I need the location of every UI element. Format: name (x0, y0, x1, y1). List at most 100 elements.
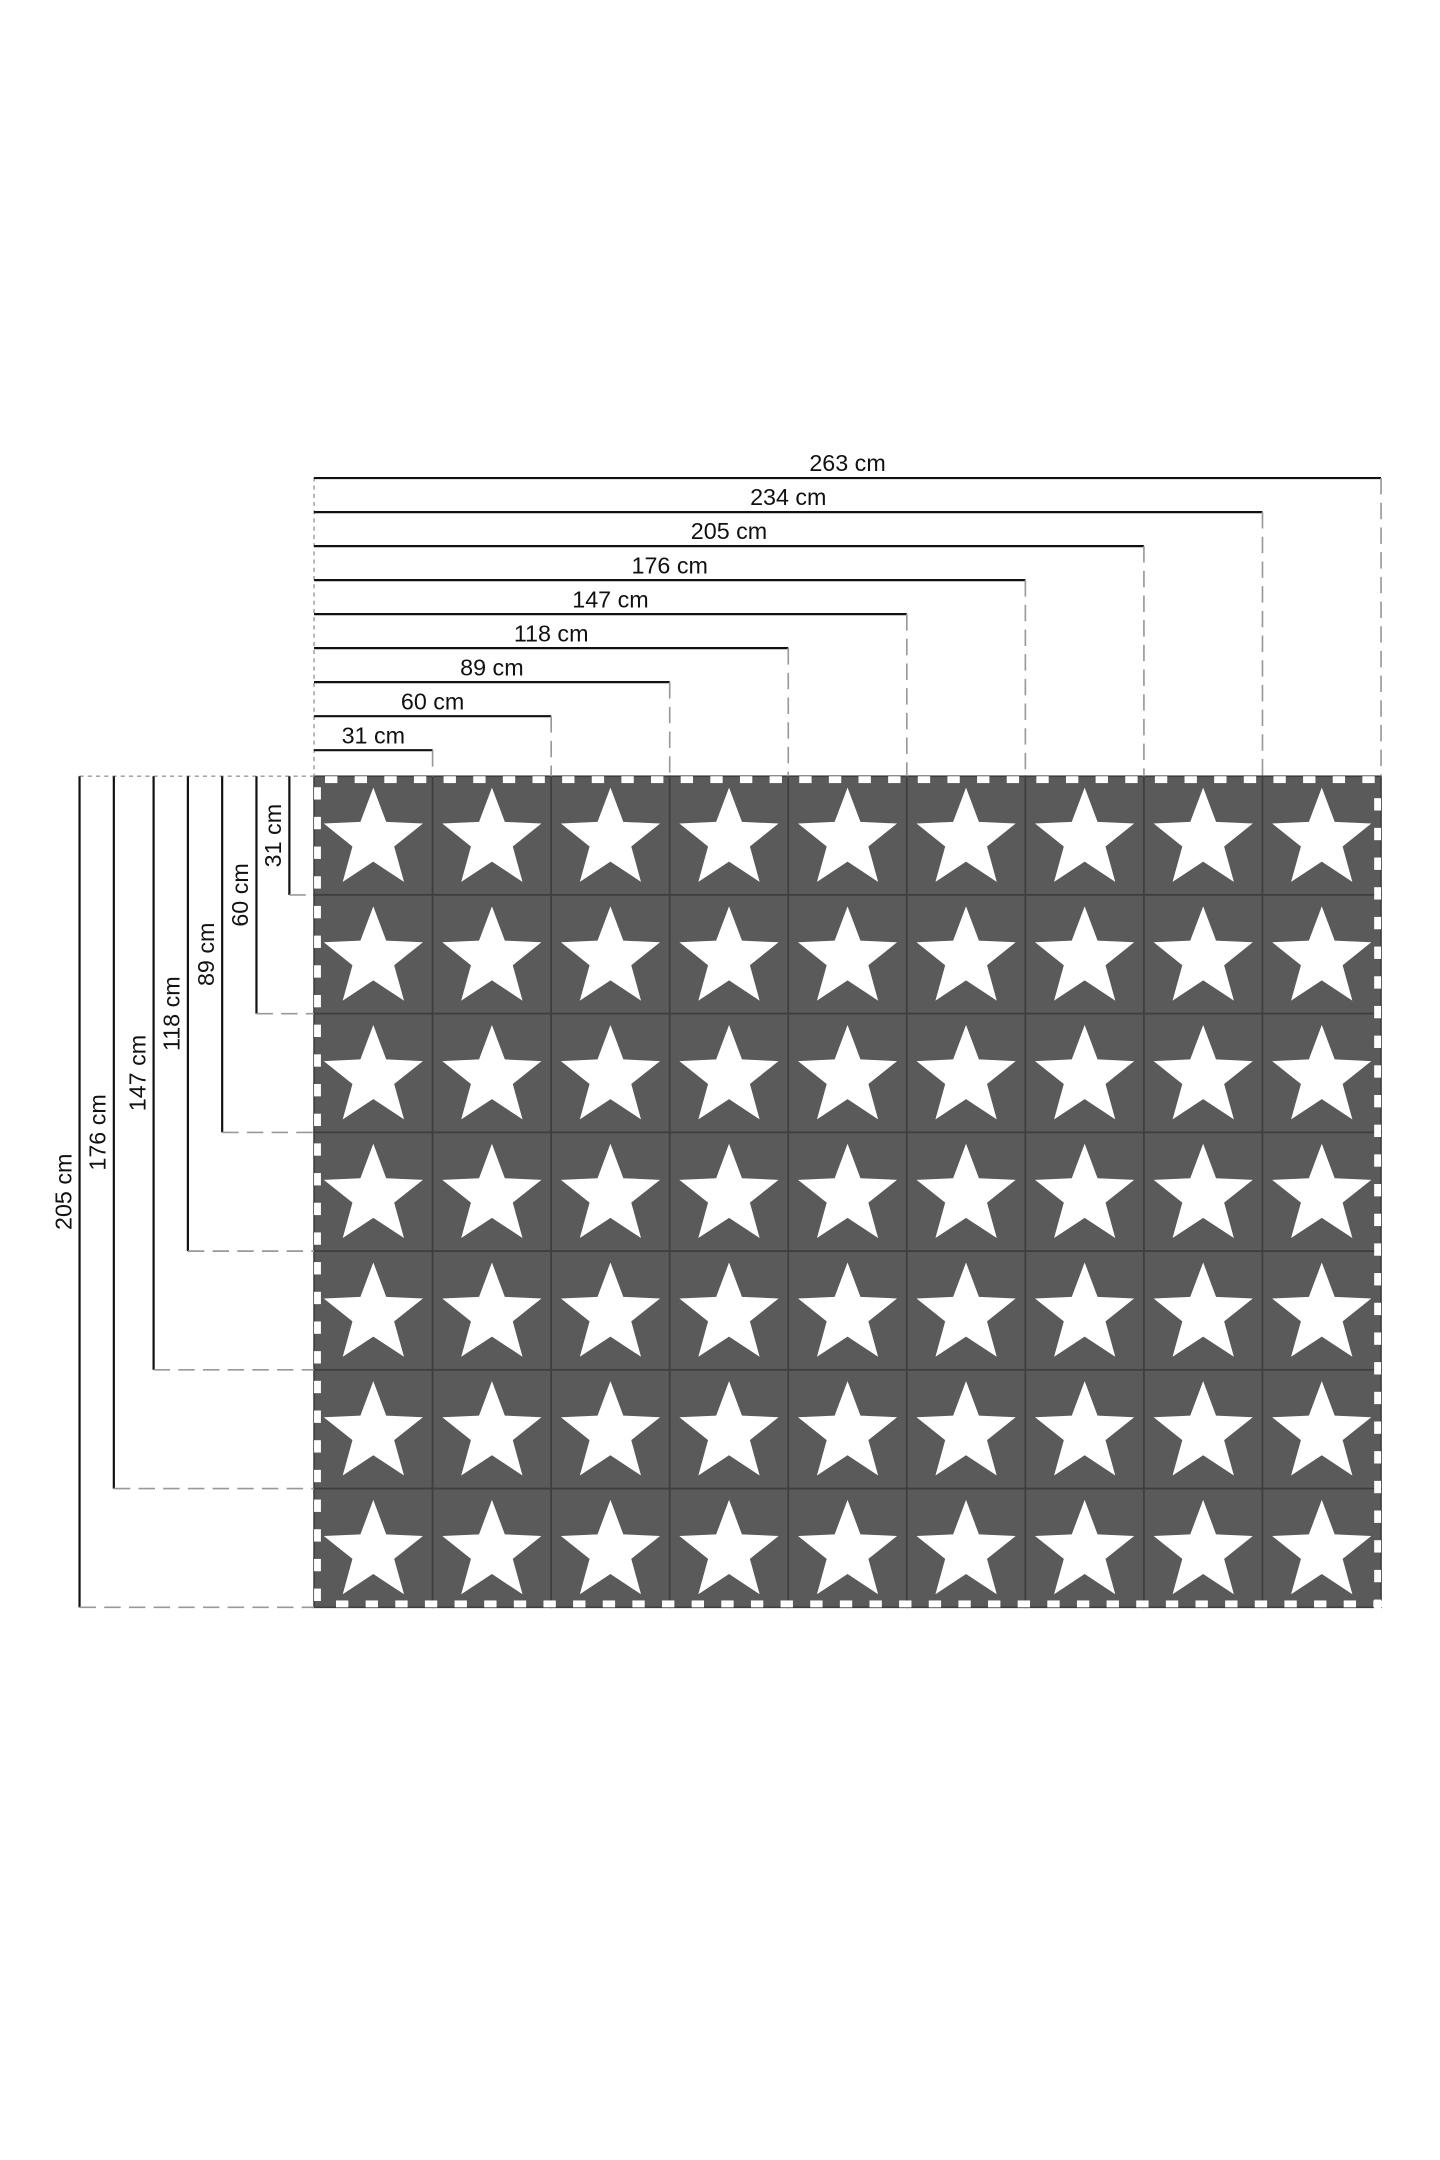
star-icon (1035, 1025, 1135, 1120)
edge-notch (810, 1600, 823, 1608)
width-dimension: 31 cm (314, 722, 434, 777)
edge-notch (1047, 1600, 1060, 1608)
edge-notch (1095, 776, 1108, 784)
dimension-label: 60 cm (401, 688, 464, 714)
edge-notch (1374, 1362, 1382, 1375)
edge-notch (314, 1380, 321, 1394)
edge-notch (1362, 776, 1375, 784)
dimension-label: 234 cm (750, 484, 826, 510)
edge-notch (314, 1202, 321, 1216)
edge-notch (1374, 1391, 1382, 1405)
edge-notch (780, 1600, 793, 1608)
mat-tile (1261, 1012, 1382, 1134)
edge-notch (1332, 776, 1346, 784)
mat-tile (905, 1250, 1027, 1371)
edge-notch (1184, 776, 1197, 784)
mat-tile (668, 1012, 790, 1134)
edge-notch (573, 1600, 586, 1608)
mat-tile (550, 1369, 671, 1490)
edge-notch (314, 816, 321, 830)
edge-notch (1374, 1480, 1382, 1494)
star-icon (916, 906, 1016, 1001)
mat-tile (1261, 1131, 1382, 1252)
edge-notch (1225, 1600, 1238, 1608)
star-icon (798, 1262, 898, 1357)
star-icon (442, 906, 542, 1001)
mat-tile (668, 894, 790, 1015)
star-icon (679, 787, 779, 882)
star-icon (323, 1381, 423, 1476)
edge-notch (354, 776, 368, 784)
star-icon (442, 1381, 542, 1476)
edge-notch (1106, 1600, 1119, 1608)
width-dimension: 263 cm (314, 450, 1382, 777)
mat-tile (1261, 894, 1382, 1015)
mat-tile (905, 775, 1027, 896)
mat-tile (787, 1131, 908, 1252)
height-dimension: 60 cm (227, 776, 315, 1015)
edge-notch (1374, 1599, 1382, 1612)
star-icon (323, 1143, 423, 1238)
edge-notch (314, 1024, 321, 1037)
edge-notch (1374, 1451, 1382, 1464)
edge-notch (1374, 1332, 1382, 1345)
star-icon (1272, 1025, 1372, 1120)
star-icon (916, 787, 1016, 882)
edge-notch (1374, 1273, 1382, 1286)
height-dimension: 89 cm (193, 776, 315, 1134)
edge-notch (314, 1291, 321, 1305)
star-icon (1153, 1143, 1253, 1238)
mat-tile (905, 1012, 1027, 1134)
star-icon (798, 1025, 898, 1120)
edge-notch (314, 1143, 321, 1156)
edge-notch (869, 1600, 882, 1608)
edge-notch (632, 1600, 645, 1608)
star-icon (1272, 787, 1372, 882)
mat-tile (1024, 894, 1145, 1015)
star-icon (442, 1143, 542, 1238)
edge-notch (1036, 776, 1049, 784)
mat-tile (1143, 894, 1264, 1015)
star-icon (442, 1025, 542, 1120)
edge-notch (1136, 1600, 1149, 1608)
height-dimension: 176 cm (85, 776, 315, 1490)
edge-notch (602, 1600, 616, 1608)
edge-notch (314, 1351, 321, 1364)
edge-notch (888, 776, 901, 784)
edge-notch (1374, 976, 1382, 989)
edge-notch (799, 776, 812, 784)
star-icon (1153, 1381, 1253, 1476)
mat-tile (1024, 1369, 1145, 1490)
edge-notch (1374, 1213, 1382, 1227)
star-icon (560, 1143, 661, 1238)
dimension-label: 31 cm (342, 722, 405, 748)
mat-tile (550, 894, 671, 1015)
dimension-label: 118 cm (514, 620, 589, 646)
star-icon (798, 787, 898, 882)
mat-tile (1261, 1487, 1382, 1609)
edge-notch (1243, 776, 1257, 784)
edge-notch (1374, 1124, 1382, 1138)
edge-notch (454, 1600, 467, 1608)
mat-tile (1024, 1131, 1145, 1252)
edge-notch (314, 1499, 321, 1512)
star-icon (916, 1381, 1016, 1476)
edge-notch (395, 1600, 408, 1608)
edge-notch (1374, 1005, 1382, 1019)
dimension-label: 176 cm (85, 1094, 111, 1170)
mat-tile (313, 775, 434, 896)
mat-tile (313, 894, 434, 1015)
mat-tile (1261, 775, 1382, 896)
dimension-label: 176 cm (632, 552, 708, 578)
mat-tile (431, 1487, 552, 1609)
edge-notch (314, 1469, 321, 1483)
star-icon (1153, 787, 1253, 882)
star-icon (1035, 906, 1135, 1001)
mat-tile (668, 1250, 790, 1371)
edge-notch (710, 776, 723, 784)
edge-notch (839, 1600, 853, 1608)
edge-notch (651, 776, 664, 784)
star-icon (798, 1381, 898, 1476)
edge-notch (562, 776, 575, 784)
width-dimension: 60 cm (314, 688, 552, 777)
